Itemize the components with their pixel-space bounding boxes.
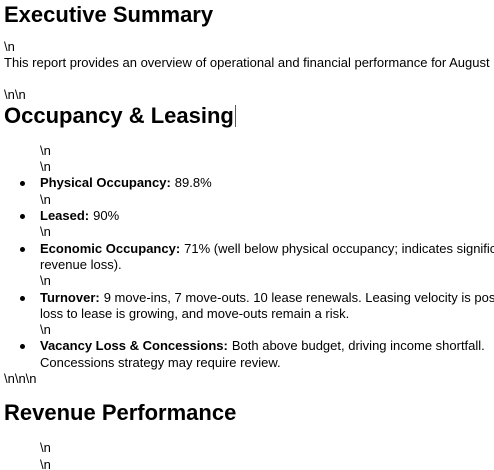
- list-item-continuation: Concessions strategy may require review.: [0, 355, 494, 371]
- item-label: Leased:: [40, 208, 90, 224]
- line-break-text: \n: [40, 142, 51, 158]
- list-item: Physical Occupancy: 89.8%: [0, 175, 494, 191]
- item-text: loss to lease is growing, and move-outs …: [40, 305, 350, 321]
- text-cursor: [234, 104, 236, 127]
- item-text: revenue loss).: [40, 256, 122, 272]
- line-break-text: \n\n: [4, 86, 26, 102]
- item-label: Economic Occupancy:: [40, 240, 181, 256]
- heading: Occupancy & Leasing: [0, 103, 494, 129]
- trailing-lines: \n \n: [0, 440, 494, 470]
- item-text: 89.8%: [174, 175, 212, 191]
- item-text: 90%: [93, 208, 120, 224]
- line-break-text: \n: [40, 191, 51, 207]
- list-item: Leased: 90%: [0, 208, 494, 224]
- heading-text: Occupancy & Leasing: [4, 102, 234, 128]
- line-break-text: \n: [40, 322, 51, 338]
- line-break-text: \n: [40, 456, 51, 470]
- line-break-text: \n: [40, 224, 51, 240]
- line-break-text: \n\n\n: [4, 371, 37, 387]
- line-break-text: \n: [40, 273, 51, 289]
- line-break-text: \n: [40, 159, 51, 175]
- list-item: Economic Occupancy: 71% (well below physi…: [0, 241, 494, 257]
- item-label: Vacancy Loss & Concessions:: [40, 338, 228, 354]
- item-text: 71% (well below physical occupancy; indi…: [184, 240, 494, 256]
- paragraph: This report provides an overview of oper…: [4, 55, 490, 71]
- list: \n \n Physical Occupancy: 89.8% \n Leased: 90%…: [0, 143, 494, 371]
- item-label: Physical Occupancy:: [40, 175, 171, 191]
- item-text: 9 move-ins, 7 move-outs. 10 lease renewa…: [103, 289, 494, 305]
- list-item: Vacancy Loss & Concessions: Both above bu…: [0, 338, 494, 354]
- line-break-text: \n: [4, 39, 15, 54]
- item-text: Both above budget, driving income shortf…: [231, 338, 485, 354]
- line-break-text: \n: [40, 440, 51, 456]
- item-text: Concessions strategy may require review.: [40, 354, 281, 370]
- list-item: Turnover: 9 move-ins, 7 move-outs. 10 lea…: [0, 290, 494, 306]
- list-item-continuation: loss to lease is growing, and move-outs …: [0, 306, 494, 322]
- heading: Executive Summary: [4, 2, 214, 27]
- list-item-continuation: revenue loss).: [0, 257, 494, 273]
- item-label: Turnover:: [40, 289, 100, 305]
- heading: Revenue Performance: [4, 400, 237, 426]
